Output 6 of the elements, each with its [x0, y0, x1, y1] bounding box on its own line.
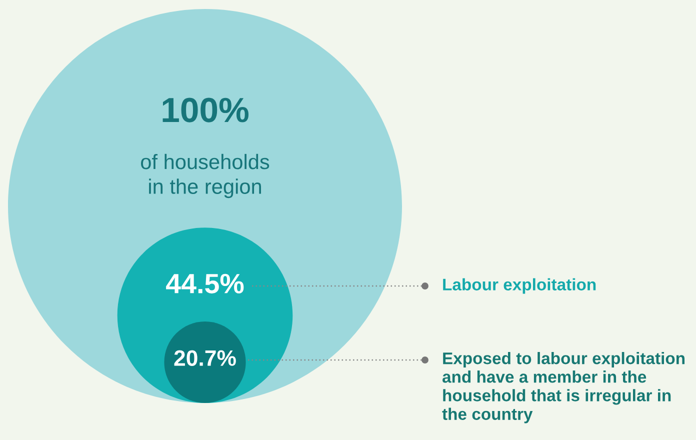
data-label: 44.5% — [166, 274, 244, 294]
category-label: Exposed to labour exploitation and have a member in the household that is irregular in the country — [442, 352, 685, 424]
category-label: of households in the region — [141, 154, 270, 198]
data-label: 100% — [162, 98, 248, 122]
category-label: Labour exploitation — [443, 278, 596, 294]
data-label: 20.7% — [174, 350, 236, 366]
